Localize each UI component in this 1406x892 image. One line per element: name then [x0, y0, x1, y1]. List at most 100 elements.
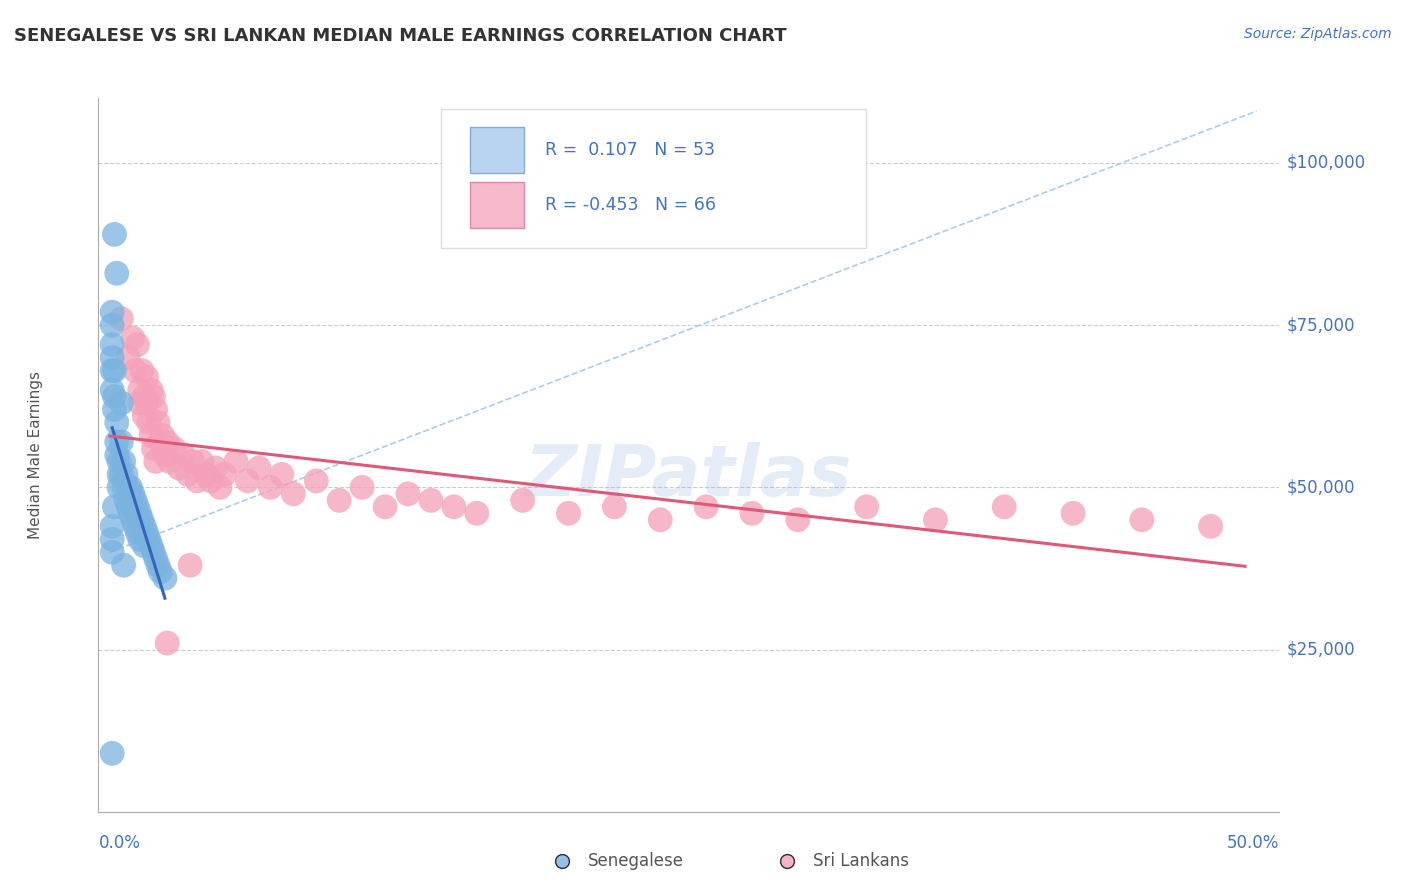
FancyBboxPatch shape [471, 182, 523, 228]
Point [121, 487, 143, 501]
Point [110, 396, 132, 410]
Point [138, 416, 160, 430]
Point [103, 363, 125, 377]
Point [695, 500, 717, 514]
Point [142, 442, 165, 456]
Point [103, 390, 125, 404]
Point [225, 454, 247, 468]
Point [121, 331, 143, 345]
Point [214, 467, 236, 482]
Point [181, 454, 204, 468]
Point [127, 500, 149, 514]
Point [101, 545, 124, 559]
Point [141, 428, 163, 442]
Point [134, 390, 156, 404]
Point [512, 493, 534, 508]
Point [103, 227, 125, 242]
Point [247, 461, 270, 475]
Point [124, 519, 146, 533]
Point [328, 493, 350, 508]
Point [145, 551, 167, 566]
Point [146, 416, 169, 430]
Point [128, 533, 150, 547]
Point [270, 467, 292, 482]
Point [141, 383, 163, 397]
Point [924, 513, 946, 527]
Point [141, 539, 163, 553]
Point [204, 461, 226, 475]
Point [443, 500, 465, 514]
Point [105, 416, 128, 430]
Point [105, 266, 128, 280]
Point [134, 519, 156, 533]
Point [117, 351, 139, 365]
Point [142, 545, 165, 559]
Point [179, 558, 201, 573]
Point [110, 434, 132, 449]
Point [156, 636, 179, 650]
Point [557, 506, 579, 520]
Point [135, 396, 157, 410]
Point [110, 467, 132, 482]
Point [145, 454, 167, 468]
Point [131, 513, 153, 527]
Point [112, 558, 135, 573]
Point [374, 500, 396, 514]
Point [101, 519, 124, 533]
Text: 0.0%: 0.0% [98, 834, 141, 852]
Point [101, 318, 124, 333]
Point [146, 558, 169, 573]
Point [101, 747, 124, 761]
Text: $50,000: $50,000 [1286, 478, 1355, 496]
Point [305, 474, 328, 488]
Text: Sri Lankans: Sri Lankans [813, 852, 908, 870]
Point [134, 539, 156, 553]
Point [396, 487, 419, 501]
Point [149, 434, 172, 449]
Point [190, 454, 212, 468]
Point [603, 500, 626, 514]
Point [135, 370, 157, 384]
Point [156, 434, 179, 449]
Text: R =  0.107   N = 53: R = 0.107 N = 53 [546, 141, 714, 159]
Point [103, 402, 125, 417]
Point [352, 480, 374, 494]
Point [115, 467, 138, 482]
Point [108, 467, 131, 482]
Point [101, 533, 124, 547]
Point [1199, 519, 1222, 533]
Text: $75,000: $75,000 [1286, 316, 1355, 334]
Point [101, 363, 124, 377]
Point [195, 467, 218, 482]
Text: 50.0%: 50.0% [1227, 834, 1279, 852]
Point [259, 480, 281, 494]
Point [159, 454, 181, 468]
Point [112, 454, 135, 468]
Point [101, 351, 124, 365]
Point [142, 390, 165, 404]
Point [110, 311, 132, 326]
Point [208, 480, 231, 494]
Point [108, 480, 131, 494]
Point [163, 442, 186, 456]
Text: $100,000: $100,000 [1286, 154, 1365, 172]
Point [149, 565, 172, 579]
Point [152, 428, 174, 442]
Point [124, 493, 146, 508]
Text: SENEGALESE VS SRI LANKAN MEDIAN MALE EARNINGS CORRELATION CHART: SENEGALESE VS SRI LANKAN MEDIAN MALE EAR… [14, 27, 787, 45]
Point [105, 434, 128, 449]
Point [236, 474, 259, 488]
Text: $25,000: $25,000 [1286, 640, 1355, 658]
Point [120, 506, 142, 520]
Point [167, 461, 190, 475]
Point [138, 533, 160, 547]
Point [134, 409, 156, 423]
Point [145, 402, 167, 417]
Point [855, 500, 877, 514]
Point [105, 448, 128, 462]
Text: ZIPatlas: ZIPatlas [526, 442, 852, 511]
Point [177, 467, 200, 482]
Point [101, 383, 124, 397]
Point [153, 571, 176, 585]
Point [112, 480, 135, 494]
